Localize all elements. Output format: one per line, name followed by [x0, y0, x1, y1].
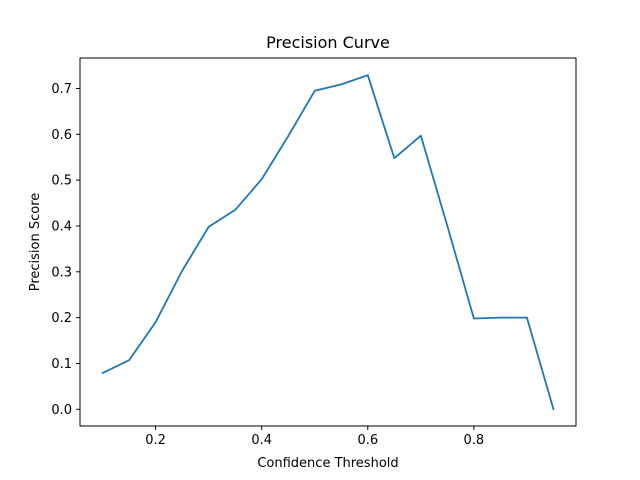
y-tick-label: 0.5: [51, 174, 72, 189]
x-tick-label: 0.8: [464, 433, 485, 448]
data-point: [393, 157, 395, 159]
data-point: [526, 317, 528, 319]
data-point: [155, 321, 157, 323]
x-axis-ticks: 0.2 0.4 0.6 0.8: [145, 426, 484, 448]
data-point: [446, 225, 448, 227]
data-point: [234, 209, 236, 211]
data-point: [181, 270, 183, 272]
y-tick-label: 0.3: [51, 265, 72, 280]
plot-frame: [79, 57, 577, 427]
chart-title: Precision Curve: [266, 33, 390, 52]
data-point: [208, 226, 210, 228]
series-group: [101, 74, 555, 411]
x-axis-label: Confidence Threshold: [257, 456, 398, 471]
data-point: [340, 83, 342, 85]
y-tick-label: 0.1: [51, 357, 72, 372]
data-point: [287, 135, 289, 137]
data-point: [261, 178, 263, 180]
y-tick-label: 0.7: [51, 82, 72, 97]
y-axis-label: Precision Score: [28, 193, 43, 292]
data-point: [367, 74, 369, 76]
y-tick-label: 0.2: [51, 311, 72, 326]
y-tick-label: 0.0: [51, 403, 72, 418]
y-axis-ticks: 0.0 0.1 0.2 0.3 0.4 0.5 0.6 0.7: [51, 82, 80, 418]
x-tick-label: 0.2: [145, 433, 166, 448]
x-tick-label: 0.6: [357, 433, 378, 448]
series-line: [101, 74, 555, 411]
data-point: [102, 372, 104, 374]
y-tick-label: 0.4: [51, 219, 72, 234]
data-point: [500, 317, 502, 319]
y-tick-label: 0.6: [51, 128, 72, 143]
data-point: [473, 318, 475, 320]
data-point: [420, 135, 422, 137]
data-point: [128, 359, 130, 361]
data-point: [553, 408, 555, 410]
data-point: [314, 90, 316, 92]
x-tick-label: 0.4: [251, 433, 272, 448]
